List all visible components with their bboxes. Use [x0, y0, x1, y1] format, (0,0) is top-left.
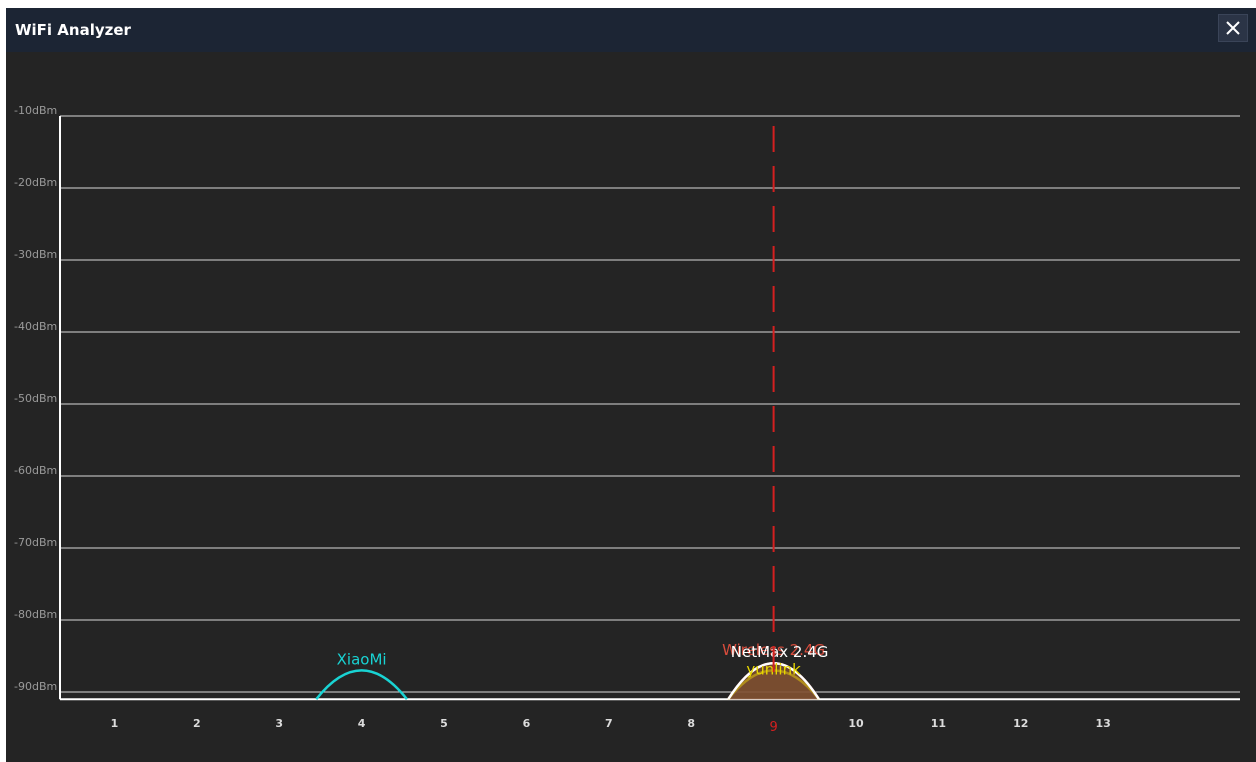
window-title: WiFi Analyzer	[15, 21, 131, 39]
y-tick-label: -10dBm	[14, 104, 57, 117]
title-bar: WiFi Analyzer	[6, 8, 1256, 52]
y-tick-label: -50dBm	[14, 392, 57, 405]
y-tick-label: -70dBm	[14, 536, 57, 549]
x-tick-label: 7	[605, 717, 613, 730]
x-tick-label: 1	[111, 717, 119, 730]
x-tick-label: 5	[440, 717, 448, 730]
x-tick-label: 13	[1096, 717, 1111, 730]
y-tick-label: -30dBm	[14, 248, 57, 261]
close-icon	[1226, 21, 1240, 35]
signal-curve	[315, 669, 408, 700]
x-tick-label: 11	[931, 717, 946, 730]
y-tick-label: -20dBm	[14, 176, 57, 189]
y-tick-label: -60dBm	[14, 464, 57, 477]
x-tick-label: 8	[687, 717, 695, 730]
x-tick-label: 10	[848, 717, 864, 730]
network-label: XiaoMi	[337, 650, 387, 668]
y-tick-label: -40dBm	[14, 320, 57, 333]
y-tick-label: -80dBm	[14, 608, 57, 621]
x-tick-label: 3	[275, 717, 283, 730]
signal-chart: -10dBm -20dBm -30dBm -40dBm -50dBm -60dBm -70d…	[14, 104, 1240, 735]
x-tick-label: 6	[523, 717, 531, 730]
x-tick-label: 9	[769, 720, 777, 735]
close-button[interactable]	[1218, 14, 1248, 42]
network-label: NetMax 2.4G	[731, 643, 829, 661]
y-tick-label: -90dBm	[14, 680, 57, 693]
wifi-analyzer-window: WiFi Analyzer -10dBm -20dBm -30dBm -40dBm -5…	[6, 8, 1256, 762]
x-tick-label: 2	[193, 717, 201, 730]
x-tick-label: 4	[358, 717, 366, 730]
x-tick-label: 12	[1013, 717, 1028, 730]
